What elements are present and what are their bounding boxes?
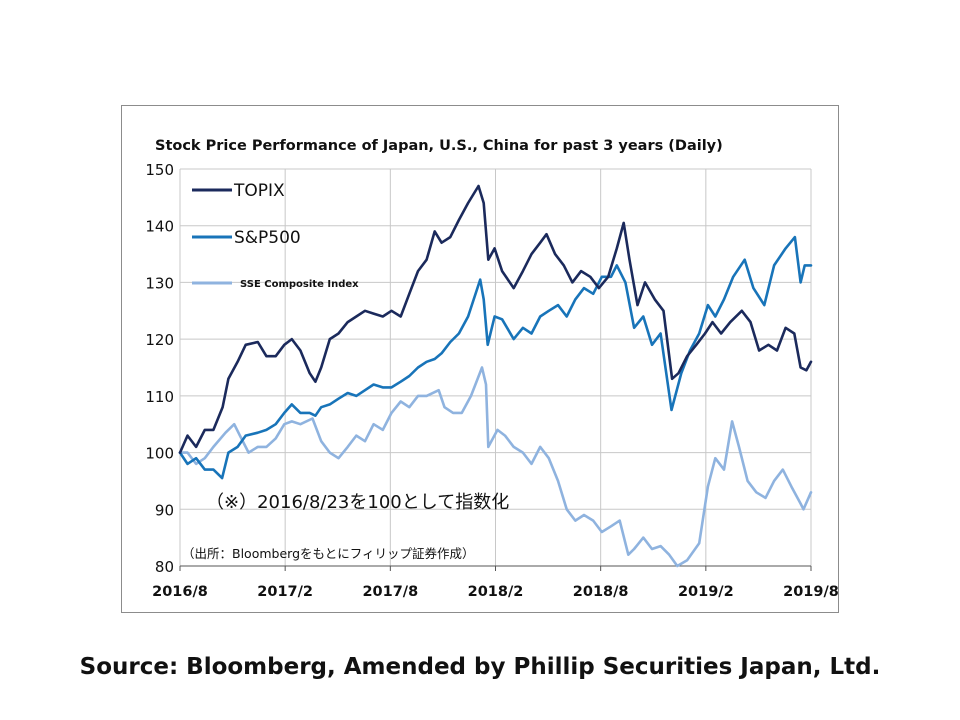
legend: TOPIX S&P500 SSE Composite Index [192, 181, 359, 290]
line-chart: 80 90 100 110 120 130 140 150 2016/8 2017/2 2017/… [145, 138, 839, 600]
y-tick-label: 80 [155, 558, 174, 576]
source-caption: Source: Bloomberg, Amended by Phillip Se… [79, 654, 881, 680]
x-tick-label: 2017/2 [257, 584, 313, 600]
x-tick-label: 2017/8 [362, 584, 418, 600]
grid [179, 168, 812, 571]
y-tick-label: 130 [145, 274, 174, 292]
y-tick-label: 110 [145, 388, 174, 406]
series-line-s-p500 [178, 235, 813, 480]
legend-label-topix: TOPIX [233, 181, 285, 201]
y-tick-label: 90 [155, 501, 174, 519]
x-tick-label: 2019/8 [783, 584, 839, 600]
y-tick-label: 100 [145, 445, 174, 463]
chart-title: Stock Price Performance of Japan, U.S., … [155, 138, 723, 154]
index-note: （※）2016/8/23を100として指数化 [206, 492, 509, 513]
legend-label-s-p500: S&P500 [234, 228, 301, 248]
x-tick-label: 2018/2 [468, 584, 524, 600]
source-note: （出所：Bloombergをもとにフィリップ証券作成） [182, 546, 475, 561]
series-line-sse-composite-index [178, 366, 813, 568]
series-lines [178, 184, 813, 568]
x-tick-label: 2016/8 [152, 584, 208, 600]
legend-label-sse-composite-index: SSE Composite Index [240, 279, 359, 290]
series-line-topix [178, 184, 813, 454]
y-tick-label: 140 [145, 218, 174, 236]
y-axis: 80 90 100 110 120 130 140 150 [145, 161, 174, 576]
x-axis: 2016/8 2017/2 2017/8 2018/2 2018/8 2019/2 2019… [152, 584, 839, 600]
y-tick-label: 150 [145, 161, 174, 179]
x-tick-label: 2018/8 [573, 584, 629, 600]
chart-frame: 80 90 100 110 120 130 140 150 2016/8 2017/2 2017/… [121, 105, 839, 613]
x-tick-label: 2019/2 [678, 584, 734, 600]
y-tick-label: 120 [145, 331, 174, 349]
